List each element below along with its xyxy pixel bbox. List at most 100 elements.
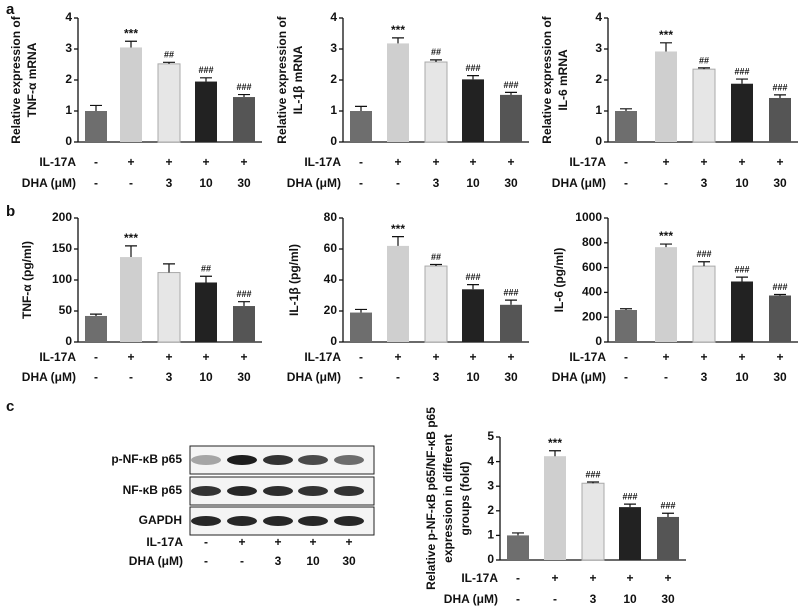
- treatment-name: IL-17A: [569, 155, 606, 169]
- treatment-value: +: [469, 155, 476, 169]
- treatment-value: +: [700, 350, 707, 364]
- blot-band: [298, 486, 328, 496]
- treatment-value: +: [738, 155, 745, 169]
- bar: [387, 245, 409, 342]
- y-axis-label: groups (fold): [458, 462, 472, 536]
- blot-band: [334, 516, 364, 526]
- bar: [731, 83, 753, 142]
- treatment-value: +: [202, 350, 209, 364]
- y-tick-label: 0: [595, 334, 602, 348]
- treatment-value: 10: [199, 370, 213, 384]
- treatment-value: +: [469, 350, 476, 364]
- bar: [157, 272, 181, 343]
- error-bar: [467, 75, 479, 80]
- bar: [619, 507, 641, 560]
- y-tick-label: 4: [330, 10, 337, 24]
- y-tick-label: 4: [487, 454, 494, 468]
- bar: [500, 304, 522, 342]
- treatment-value: +: [240, 155, 247, 169]
- treatment-value: 10: [735, 176, 749, 190]
- blot-band: [191, 455, 221, 465]
- y-axis-label: IL-6 mRNA: [556, 49, 570, 111]
- blot-band: [227, 486, 257, 496]
- treatment-value: -: [624, 370, 628, 384]
- treatment-name: IL-17A: [569, 350, 606, 364]
- bar: [731, 281, 753, 342]
- y-axis-label: Relative expression of: [275, 15, 289, 143]
- bar: [655, 247, 677, 342]
- y-tick-label: 2: [595, 72, 602, 86]
- bar: [424, 265, 448, 343]
- error-bar: [125, 40, 137, 48]
- panel-label: b: [6, 203, 15, 220]
- y-tick-label: 5: [487, 429, 494, 443]
- significance-label: ***: [659, 229, 673, 243]
- significance-label: ###: [503, 288, 518, 298]
- y-axis-label: expression in different: [441, 434, 455, 563]
- treatment-value: 30: [342, 554, 356, 568]
- treatment-value: 10: [306, 554, 320, 568]
- bar: [581, 482, 605, 561]
- blot-band: [191, 516, 221, 526]
- treatment-value: +: [738, 350, 745, 364]
- blot-band: [227, 455, 257, 465]
- error-bar: [355, 308, 367, 313]
- treatment-value: -: [94, 176, 98, 190]
- significance-label: ***: [124, 26, 138, 40]
- error-bar: [698, 261, 710, 267]
- y-axis-label: Relative expression of: [540, 15, 554, 143]
- blot-row-label: GAPDH: [139, 513, 182, 527]
- significance-label: ***: [391, 222, 405, 236]
- treatment-value: 3: [701, 176, 708, 190]
- treatment-value: 30: [504, 370, 518, 384]
- treatment-name: IL-17A: [146, 535, 183, 549]
- treatment-value: 10: [466, 176, 480, 190]
- y-tick-label: 3: [595, 41, 602, 55]
- treatment-value: +: [551, 571, 558, 585]
- treatment-value: +: [700, 155, 707, 169]
- blot-band: [191, 486, 221, 496]
- y-tick-label: 0: [487, 552, 494, 566]
- treatment-value: -: [359, 350, 363, 364]
- error-bar: [355, 105, 367, 111]
- y-tick-label: 100: [52, 272, 72, 286]
- y-axis-label: TNF-α mRNA: [25, 42, 39, 117]
- blot-band: [263, 455, 293, 465]
- treatment-value: -: [396, 370, 400, 384]
- y-tick-label: 4: [595, 10, 602, 24]
- blot-band: [334, 486, 364, 496]
- treatment-name: DHA (μM): [552, 176, 606, 190]
- y-tick-label: 20: [324, 303, 338, 317]
- blot-band: [263, 486, 293, 496]
- blot-band: [334, 455, 364, 465]
- bar: [692, 68, 716, 143]
- bar: [657, 516, 679, 560]
- y-tick-label: 800: [582, 235, 602, 249]
- treatment-name: IL-17A: [461, 571, 498, 585]
- treatment-value: -: [129, 370, 133, 384]
- treatment-value: +: [309, 535, 316, 549]
- treatment-value: +: [394, 155, 401, 169]
- significance-label: ###: [734, 66, 749, 76]
- y-axis-label: IL-1β mRNA: [291, 45, 305, 114]
- chart: 0 200 400 600 800 1000 IL-6 (pg/ml) *** ### ### ##…: [552, 210, 798, 384]
- bar: [233, 306, 255, 342]
- treatment-value: +: [165, 350, 172, 364]
- error-bar: [238, 301, 250, 307]
- error-bar: [624, 503, 636, 508]
- error-bar: [736, 276, 748, 282]
- treatment-value: -: [664, 370, 668, 384]
- treatment-value: -: [359, 370, 363, 384]
- treatment-value: 3: [166, 370, 173, 384]
- error-bar: [660, 243, 672, 248]
- bar: [769, 97, 791, 142]
- bar: [195, 282, 217, 342]
- treatment-value: 30: [237, 370, 251, 384]
- y-tick-label: 1000: [575, 210, 602, 224]
- bar: [769, 295, 791, 342]
- y-tick-label: 50: [59, 303, 73, 317]
- treatment-value: 10: [623, 592, 637, 606]
- bar: [195, 81, 217, 142]
- significance-label: ##: [201, 264, 211, 274]
- y-tick-label: 3: [487, 478, 494, 492]
